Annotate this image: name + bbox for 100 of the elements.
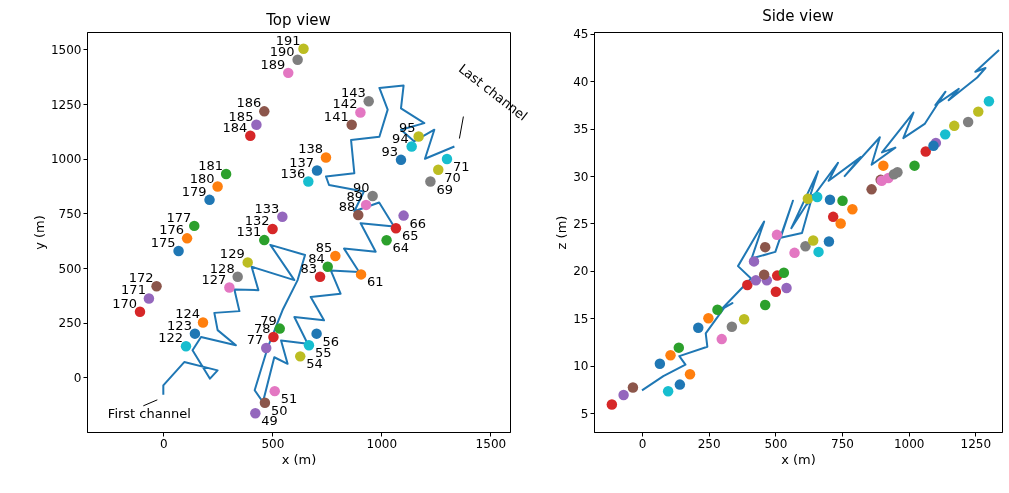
point <box>173 245 184 257</box>
point <box>381 235 392 246</box>
annotation: 51 <box>280 391 298 407</box>
point <box>260 342 272 354</box>
point <box>878 160 889 171</box>
point <box>322 261 333 272</box>
point <box>242 257 253 268</box>
point <box>267 223 278 235</box>
y-tick-label: 15 <box>573 311 589 326</box>
point <box>355 269 367 280</box>
x-tick-label: 1000 <box>893 436 925 451</box>
point <box>360 199 372 211</box>
point <box>314 271 326 283</box>
annotation: 66 <box>409 215 427 231</box>
y-tick-label: 1000 <box>50 152 82 167</box>
point <box>847 204 858 215</box>
annotation: 176 <box>159 222 185 238</box>
x-tick-label: 500 <box>764 436 788 451</box>
annotation: 175 <box>150 235 176 251</box>
point <box>406 141 417 152</box>
annotation: First channel <box>107 405 191 421</box>
x-tick-label: 500 <box>261 436 285 451</box>
point <box>180 341 192 352</box>
x-tick-label: 1250 <box>960 436 992 451</box>
point <box>298 43 309 55</box>
point <box>778 267 790 278</box>
point <box>759 241 771 253</box>
annotation: 177 <box>166 209 192 225</box>
point <box>674 379 686 390</box>
point <box>413 131 424 142</box>
y-tick-label: 10 <box>573 359 589 374</box>
y-tick-label: 1250 <box>50 97 82 112</box>
point <box>250 407 261 419</box>
point <box>232 271 243 283</box>
x-tick-label: 0 <box>638 436 647 451</box>
point <box>311 328 322 339</box>
point <box>920 146 931 157</box>
point <box>800 240 811 252</box>
point <box>824 194 836 206</box>
point <box>212 181 223 192</box>
annotation: 129 <box>219 246 245 262</box>
point <box>303 339 315 351</box>
point <box>781 282 792 294</box>
point <box>355 107 366 118</box>
annotation: 54 <box>306 356 323 372</box>
point <box>939 129 951 140</box>
annotation: 56 <box>322 333 340 349</box>
point <box>811 191 823 203</box>
point <box>654 358 666 369</box>
annotation: 186 <box>236 95 262 111</box>
point <box>425 176 436 187</box>
point <box>277 211 288 222</box>
point <box>962 116 974 128</box>
point <box>398 210 409 221</box>
y-tick-label: 45 <box>573 27 589 42</box>
point <box>367 190 378 202</box>
point <box>151 280 162 292</box>
point <box>197 317 209 328</box>
point <box>662 386 674 397</box>
point <box>665 349 676 361</box>
point <box>823 236 835 247</box>
annotation: 189 <box>260 56 286 72</box>
point <box>909 160 920 171</box>
y-tick-label: 250 <box>58 316 82 331</box>
x-axis-title: x (m) <box>781 451 816 467</box>
chart-title: Side view <box>762 6 834 25</box>
annotation: 170 <box>112 295 137 311</box>
point <box>949 120 960 132</box>
point <box>189 220 200 232</box>
point <box>742 279 753 291</box>
point <box>827 211 839 223</box>
point <box>888 168 900 180</box>
annotation: 61 <box>367 274 384 290</box>
chart-title: Top view <box>265 11 331 29</box>
point <box>274 323 285 334</box>
point <box>259 234 270 246</box>
y-tick-label: 20 <box>573 264 589 279</box>
point <box>363 96 374 107</box>
point <box>712 304 723 315</box>
annotation: 179 <box>181 183 207 199</box>
annotation: 191 <box>275 32 301 48</box>
x-tick-label: 0 <box>159 436 168 451</box>
point <box>181 233 193 244</box>
point <box>606 399 618 410</box>
point <box>716 333 727 345</box>
point <box>973 106 984 117</box>
y-tick-label: 40 <box>573 74 589 89</box>
point <box>204 194 215 206</box>
y-tick-label: 30 <box>573 169 589 184</box>
point <box>807 235 819 246</box>
point <box>390 223 402 234</box>
annotation: 122 <box>158 330 183 346</box>
point <box>311 165 323 176</box>
point <box>268 331 279 343</box>
annotation: 77 <box>246 332 264 348</box>
point <box>292 54 303 65</box>
y-tick-label: 35 <box>573 122 589 137</box>
x-tick-label: 1000 <box>366 436 398 451</box>
point <box>673 342 685 353</box>
y-tick-label: 750 <box>58 206 82 221</box>
